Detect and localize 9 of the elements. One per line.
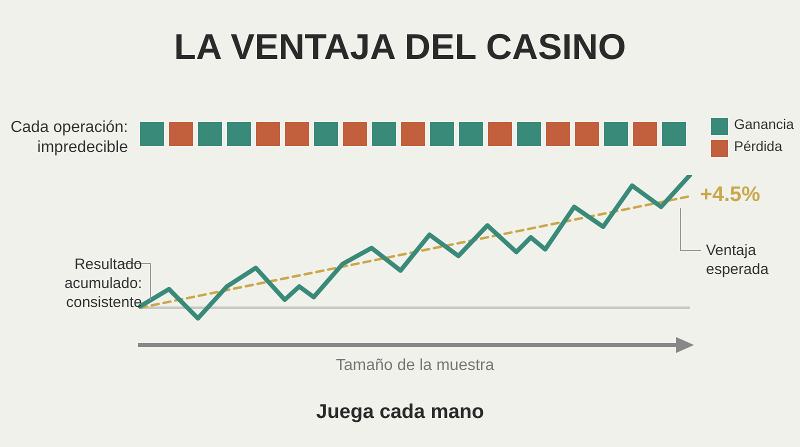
text: Pérdida [734, 138, 782, 156]
text: +4.5% [700, 182, 760, 208]
chart-title: LA VENTAJA DEL CASINO [172, 26, 628, 68]
text: Ganancia [734, 116, 794, 134]
x-axis-title: Tamaño de la muestra [334, 357, 496, 375]
text: Ventaja esperada [706, 242, 770, 280]
text: Cada operación: impredecible [10, 118, 128, 158]
annotation: Resultado acumulado: consistente [63, 256, 142, 312]
text: Juega cada mano [315, 400, 485, 425]
